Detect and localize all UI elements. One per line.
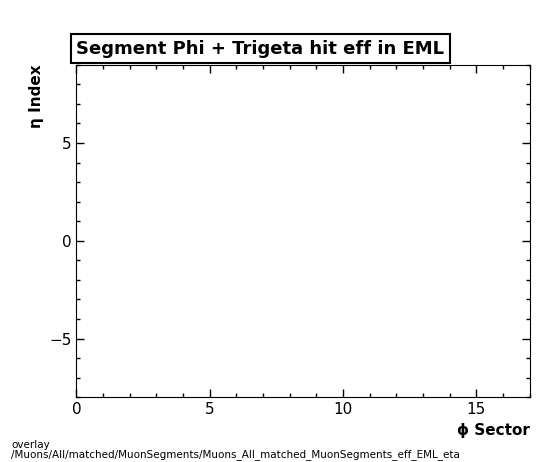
Y-axis label: η Index: η Index — [28, 65, 44, 128]
Text: Segment Phi + Trigeta hit eff in EML: Segment Phi + Trigeta hit eff in EML — [76, 40, 444, 58]
Text: /Muons/All/matched/MuonSegments/Muons_All_matched_MuonSegments_eff_EML_eta: /Muons/All/matched/MuonSegments/Muons_Al… — [11, 449, 460, 460]
X-axis label: ϕ Sector: ϕ Sector — [457, 423, 530, 438]
Text: overlay: overlay — [11, 440, 50, 450]
